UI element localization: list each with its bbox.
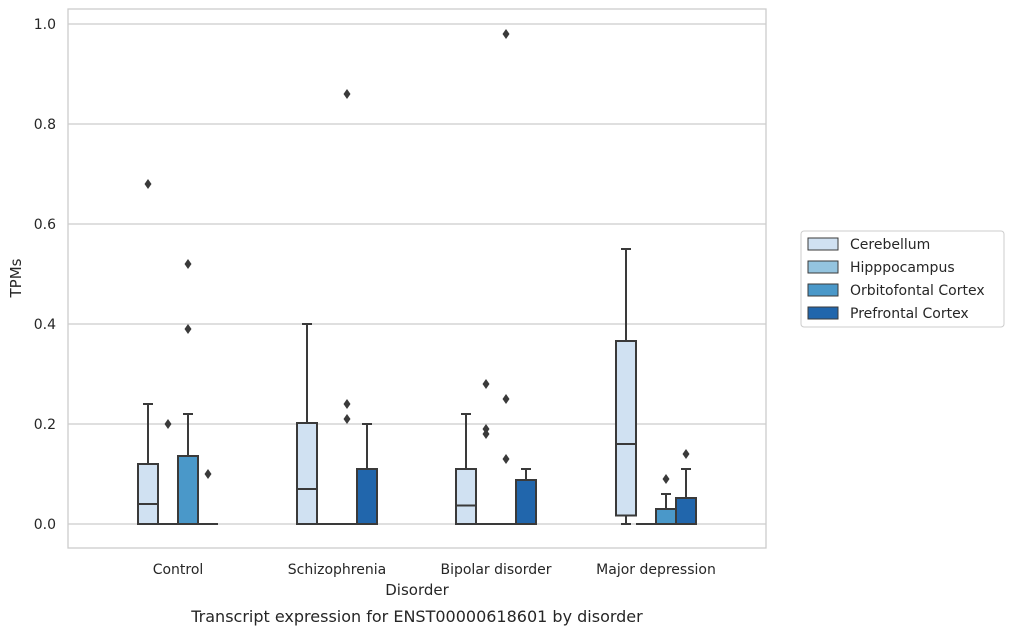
legend-swatch [807,260,839,274]
box-1-2 [476,379,496,525]
y-tick-label: 1.0 [34,17,56,33]
box-3-3 [675,449,697,525]
box-series [137,29,697,525]
box-3-1 [356,423,378,525]
box-2-2 [496,29,516,525]
legend-swatch [807,283,839,297]
x-axis-ticks: Control Schizophrenia Bipolar disorder Majo… [153,562,716,578]
grid-lines [68,23,766,525]
y-axis-label: TPMs [7,258,25,298]
outlier-point [343,89,351,99]
outlier-point [482,379,490,389]
box-3-2 [515,468,537,525]
outlier-point [502,394,510,404]
legend-label: Hipppocampus [850,260,955,276]
x-tick-label: Schizophrenia [288,562,386,578]
y-tick-label: 0.2 [34,417,56,433]
outlier-point [343,399,351,409]
outlier-point [482,429,490,439]
y-tick-label: 0.0 [34,517,56,533]
outlier-point [164,419,172,429]
box-body [455,468,477,525]
legend-label: Cerebellum [850,237,930,253]
outlier-point [144,179,152,189]
legend-label: Orbitofontal Cortex [850,283,985,299]
box-0-3 [615,248,637,525]
box-2-3 [655,474,677,525]
y-tick-label: 0.6 [34,217,56,233]
legend-swatch [807,306,839,320]
outlier-point [502,454,510,464]
outlier-point [662,474,670,484]
plot-area-frame [67,8,767,549]
x-tick-label: Control [153,562,204,578]
box-body [296,422,318,525]
box-0-0 [137,179,159,525]
chart-caption: Transcript expression for ENST0000061860… [190,607,643,626]
outlier-point [184,259,192,269]
box-0-2 [455,413,477,525]
y-axis-ticks: 0.0 0.2 0.4 0.6 0.8 1.0 [34,17,56,533]
box-1-0 [158,419,178,525]
legend: Cerebellum Hipppocampus Orbitofontal Corte… [800,230,1005,328]
box-0-1 [296,323,318,525]
legend-label: Prefrontal Cortex [850,306,969,322]
box-body [675,497,697,525]
outlier-point [682,449,690,459]
box-3-0 [198,469,218,525]
legend-frame [800,230,1005,328]
x-tick-label: Major depression [596,562,716,578]
outlier-point [343,414,351,424]
box-body [655,508,677,525]
box-body [137,463,159,525]
x-axis-label: Disorder [385,581,449,599]
y-tick-label: 0.4 [34,317,56,333]
box-2-1 [337,89,357,525]
box-body [356,468,378,525]
outlier-point [502,29,510,39]
outlier-point [204,469,212,479]
y-tick-label: 0.8 [34,117,56,133]
box-body [615,340,637,517]
legend-swatch [807,237,839,251]
box-2-0 [177,259,199,525]
box-body [177,455,199,525]
outlier-point [184,324,192,334]
x-tick-label: Bipolar disorder [440,562,551,578]
box-body [515,479,537,525]
